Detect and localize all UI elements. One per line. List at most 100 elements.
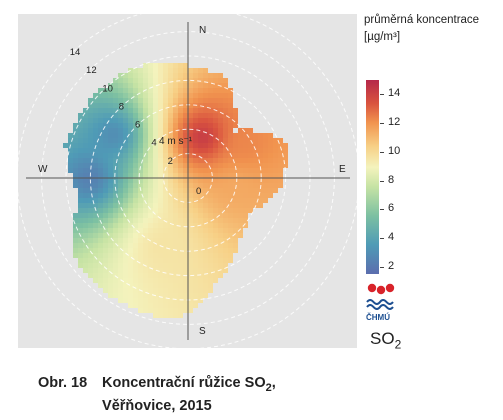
heatmap-cell: [98, 198, 103, 203]
heatmap-cell: [148, 128, 153, 133]
heatmap-cell: [143, 133, 148, 138]
heatmap-cell: [103, 193, 108, 198]
heatmap-cell: [133, 88, 138, 93]
heatmap-cell: [98, 158, 103, 163]
heatmap-cell: [238, 188, 243, 193]
heatmap-cell: [218, 273, 223, 278]
heatmap-cell: [88, 103, 93, 108]
heatmap-cell: [223, 158, 228, 163]
heatmap-cell: [233, 223, 238, 228]
heatmap-cell: [208, 238, 213, 243]
heatmap-cell: [103, 263, 108, 268]
heatmap-cell: [113, 163, 118, 168]
heatmap-cell: [128, 183, 133, 188]
heatmap-cell: [208, 108, 213, 113]
heatmap-cell: [183, 283, 188, 288]
heatmap-cell: [118, 98, 123, 103]
heatmap-cell: [178, 163, 183, 168]
heatmap-cell: [68, 138, 73, 143]
heatmap-cell: [173, 273, 178, 278]
heatmap-cell: [183, 153, 188, 158]
colorbar-tick: [380, 238, 384, 240]
heatmap-cell: [148, 213, 153, 218]
heatmap-cell: [218, 158, 223, 163]
heatmap-cell: [83, 223, 88, 228]
heatmap-cell: [148, 218, 153, 223]
heatmap-cell: [188, 193, 193, 198]
heatmap-cell: [193, 113, 198, 118]
heatmap-cell: [188, 138, 193, 143]
heatmap-cell: [133, 273, 138, 278]
heatmap-cell: [233, 118, 238, 123]
heatmap-cell: [203, 128, 208, 133]
heatmap-cell: [273, 178, 278, 183]
heatmap-cell: [133, 143, 138, 148]
heatmap-cell: [143, 198, 148, 203]
heatmap-cell: [128, 203, 133, 208]
heatmap-cell: [143, 118, 148, 123]
heatmap-cell: [153, 263, 158, 268]
heatmap-cell: [73, 128, 78, 133]
heatmap-cell: [173, 238, 178, 243]
heatmap-cell: [83, 148, 88, 153]
heatmap-cell: [223, 258, 228, 263]
heatmap-cell: [253, 133, 258, 138]
heatmap-cell: [213, 278, 218, 283]
heatmap-cell: [223, 228, 228, 233]
heatmap-cell: [78, 218, 83, 223]
heatmap-cell: [188, 183, 193, 188]
heatmap-cell: [218, 193, 223, 198]
heatmap-cell: [163, 83, 168, 88]
heatmap-cell: [138, 208, 143, 213]
heatmap-cell: [218, 258, 223, 263]
heatmap-cell: [93, 183, 98, 188]
heatmap-cell: [223, 168, 228, 173]
heatmap-cell: [183, 148, 188, 153]
heatmap-cell: [123, 283, 128, 288]
heatmap-cell: [173, 163, 178, 168]
heatmap-cell: [103, 138, 108, 143]
heatmap-cell: [168, 133, 173, 138]
heatmap-cell: [258, 153, 263, 158]
heatmap-cell: [258, 188, 263, 193]
heatmap-cell: [178, 198, 183, 203]
heatmap-cell: [73, 248, 78, 253]
heatmap-cell: [108, 243, 113, 248]
heatmap-cell: [143, 108, 148, 113]
heatmap-cell: [143, 98, 148, 103]
heatmap-cell: [178, 168, 183, 173]
heatmap-cell: [118, 173, 123, 178]
heatmap-cell: [133, 208, 138, 213]
heatmap-cell: [78, 123, 83, 128]
heatmap-cell: [153, 73, 158, 78]
heatmap-cell: [193, 203, 198, 208]
heatmap-cell: [203, 138, 208, 143]
heatmap-cell: [163, 63, 168, 68]
heatmap-cell: [88, 123, 93, 128]
heatmap-cell: [138, 203, 143, 208]
heatmap-cell: [258, 148, 263, 153]
heatmap-cell: [83, 188, 88, 193]
heatmap-cell: [228, 208, 233, 213]
heatmap-cell: [113, 263, 118, 268]
heatmap-cell: [183, 108, 188, 113]
heatmap-cell: [143, 223, 148, 228]
heatmap-cell: [128, 263, 133, 268]
heatmap-cell: [143, 213, 148, 218]
direction-label-e: E: [339, 164, 346, 175]
heatmap-cell: [183, 268, 188, 273]
heatmap-cell: [98, 128, 103, 133]
heatmap-cell: [73, 138, 78, 143]
heatmap-cell: [178, 233, 183, 238]
heatmap-cell: [73, 218, 78, 223]
heatmap-cell: [158, 158, 163, 163]
heatmap-cell: [63, 143, 68, 148]
heatmap-cell: [178, 263, 183, 268]
heatmap-cell: [248, 203, 253, 208]
heatmap-cell: [108, 198, 113, 203]
heatmap-cell: [118, 268, 123, 273]
radial-label-6: 6: [135, 120, 140, 131]
chmu-logo-text: ČHMÚ: [366, 313, 390, 322]
heatmap-cell: [98, 138, 103, 143]
